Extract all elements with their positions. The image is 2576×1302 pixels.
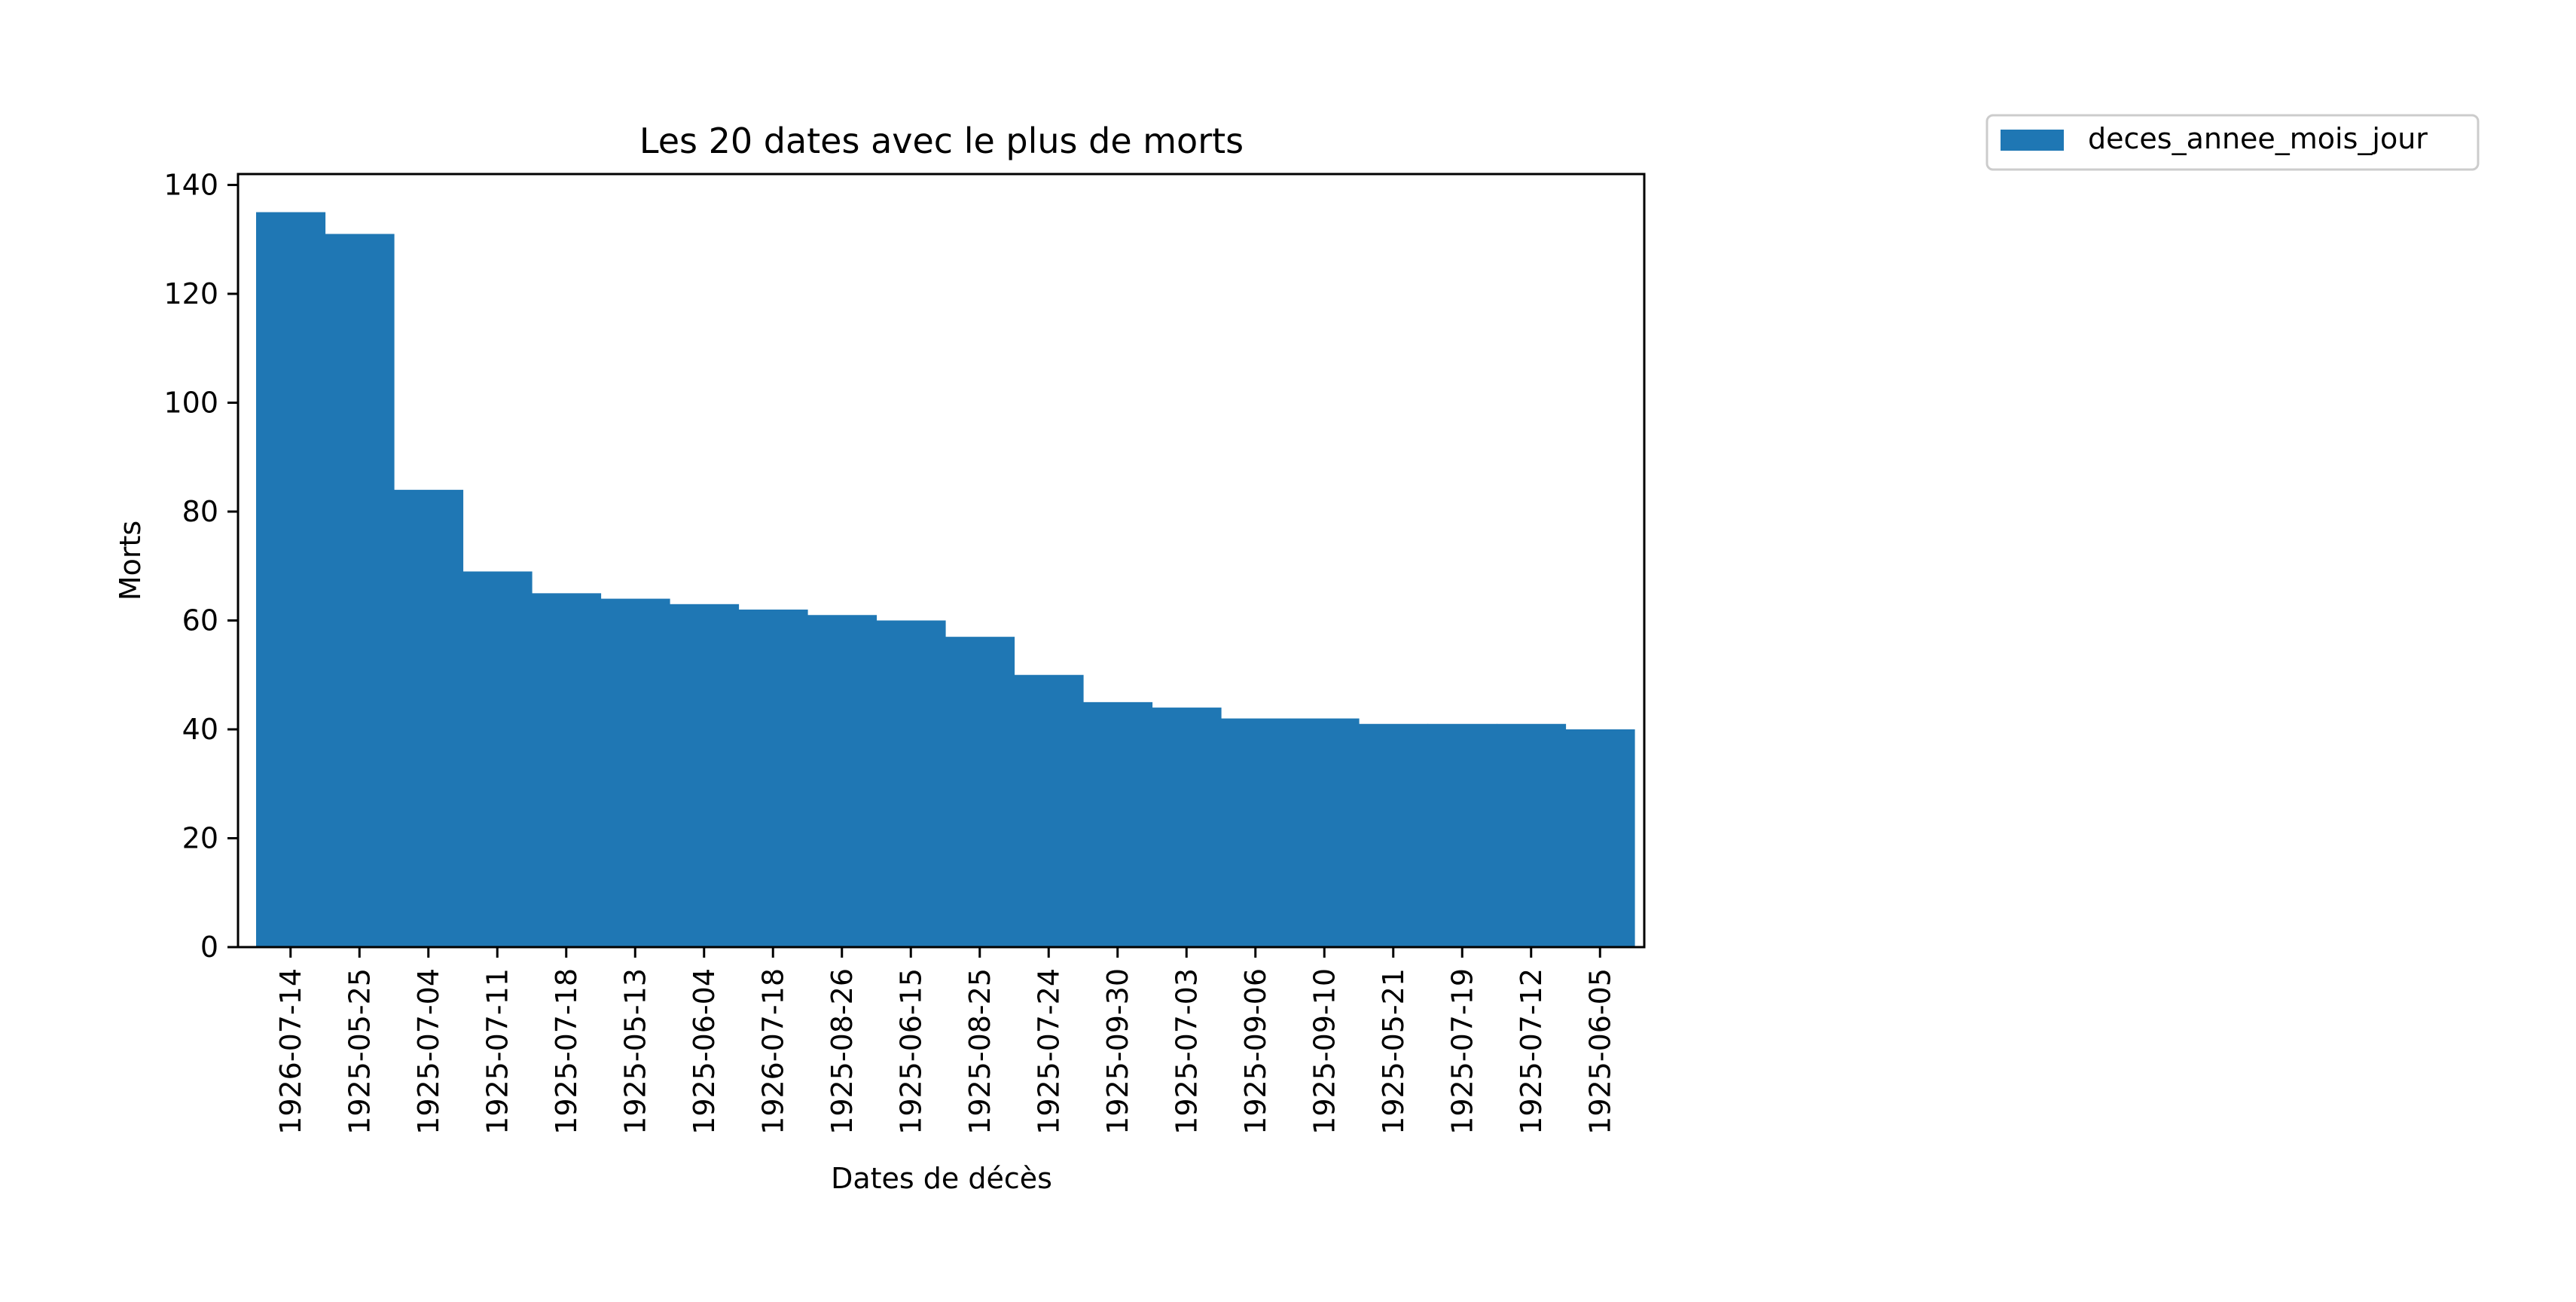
bar: [1359, 723, 1429, 947]
x-tick-label: 1926-07-18: [756, 968, 789, 1135]
y-axis-label: Morts: [114, 521, 147, 601]
x-tick-label: 1926-07-14: [274, 968, 307, 1135]
x-tick-label: 1925-05-25: [343, 968, 376, 1135]
y-tick-label: 140: [163, 168, 218, 201]
legend-frame: [1985, 114, 2480, 171]
x-tick-label: 1925-07-19: [1445, 968, 1479, 1135]
x-tick-label: 1925-08-25: [963, 968, 997, 1135]
bar: [325, 234, 395, 947]
x-tick-label: 1925-07-24: [1032, 968, 1065, 1135]
legend: deces_annee_mois_jour: [1985, 114, 2480, 171]
bar: [600, 598, 670, 947]
x-tick-label: 1925-09-10: [1308, 968, 1341, 1135]
y-tick-label: 100: [163, 386, 218, 419]
bar: [256, 212, 326, 947]
y-tick-label: 20: [182, 821, 218, 854]
bar: [1565, 729, 1635, 947]
bar: [670, 604, 740, 947]
plot-frame: [237, 173, 1646, 949]
bar: [1083, 701, 1153, 947]
x-tick-label: 1925-05-13: [618, 968, 652, 1135]
bar: [1014, 674, 1084, 947]
x-tick-label: 1925-07-12: [1515, 968, 1548, 1135]
bar: [532, 593, 602, 947]
x-tick-label: 1925-06-15: [894, 968, 927, 1135]
legend-swatch: [2001, 130, 2064, 151]
bar: [945, 637, 1015, 947]
x-axis-label: Dates de décès: [831, 1162, 1052, 1195]
x-tick-label: 1925-09-06: [1239, 968, 1272, 1135]
x-tick-label: 1925-08-26: [826, 968, 859, 1135]
x-tick-label: 1925-06-05: [1583, 968, 1616, 1135]
bar: [1427, 723, 1497, 947]
bar: [1221, 718, 1291, 947]
bar: [876, 620, 946, 947]
bar: [1152, 708, 1222, 947]
x-tick-label: 1925-05-21: [1377, 968, 1410, 1135]
bar: [738, 610, 808, 947]
y-tick-label: 120: [163, 277, 218, 310]
x-tick-label: 1925-06-04: [688, 968, 721, 1135]
legend-label: deces_annee_mois_jour: [2088, 122, 2428, 155]
x-axis: 1926-07-14 1925-05-25 1925-07-04 1925-07-11…: [274, 947, 1616, 1135]
y-tick-label: 40: [182, 713, 218, 746]
bar: [394, 490, 464, 947]
chart-title: Les 20 dates avec le plus de morts: [639, 121, 1244, 161]
y-tick-label: 60: [182, 604, 218, 637]
bar: [807, 615, 877, 947]
bar: [1497, 723, 1567, 947]
x-tick-label: 1925-07-18: [550, 968, 583, 1135]
bar: [1290, 718, 1360, 947]
x-tick-label: 1925-07-11: [481, 968, 514, 1135]
x-tick-label: 1925-09-30: [1101, 968, 1134, 1135]
y-axis: 0 20 40 60 80 100 120 140: [163, 168, 238, 964]
x-tick-label: 1925-07-03: [1170, 968, 1203, 1135]
y-tick-label: 80: [182, 495, 218, 528]
y-tick-label: 0: [200, 931, 218, 964]
x-tick-label: 1925-07-04: [412, 968, 445, 1135]
bar: [462, 571, 533, 947]
bars-group: [256, 212, 1635, 947]
